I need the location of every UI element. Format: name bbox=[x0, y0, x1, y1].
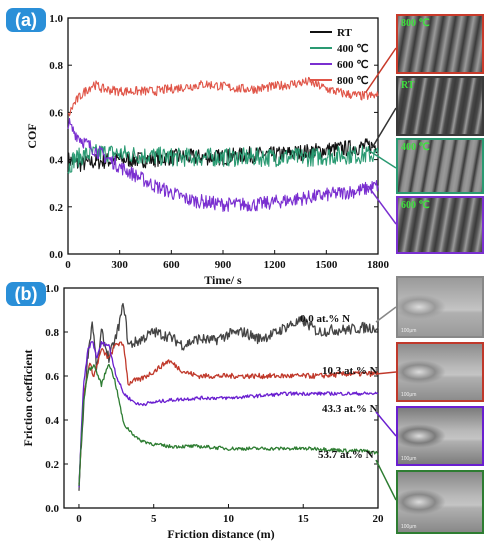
sem-surface bbox=[398, 16, 482, 72]
sem-image-400c: 400 ℃ bbox=[396, 138, 484, 194]
sem-surface bbox=[398, 472, 482, 532]
y-tick-label: 0.8 bbox=[49, 60, 63, 72]
x-tick-label: 1500 bbox=[315, 259, 338, 271]
sem-scale-bar: 100μm bbox=[401, 456, 417, 462]
x-tick-label: 300 bbox=[111, 259, 128, 271]
connector-line bbox=[375, 459, 397, 501]
series-line-0 bbox=[67, 138, 379, 172]
sem-surface bbox=[398, 278, 482, 336]
legend-label: 400 ℃ bbox=[337, 43, 369, 55]
connector-line bbox=[365, 47, 397, 93]
sem-scale-bar: 100μm bbox=[401, 524, 417, 530]
x-axis-label: Time/ s bbox=[204, 273, 242, 287]
connectors bbox=[365, 47, 397, 501]
series-line-2 bbox=[67, 117, 379, 213]
sem-image-43-3-n: 100μm bbox=[396, 406, 484, 466]
y-tick-label: 0.2 bbox=[49, 202, 63, 214]
sem-surface bbox=[398, 140, 482, 192]
x-tick-label: 10 bbox=[223, 513, 235, 525]
y-tick-label: 0.2 bbox=[45, 459, 59, 471]
series-line-0 bbox=[78, 302, 379, 491]
connector-line bbox=[375, 371, 397, 375]
sem-scale-bar: 100μm bbox=[401, 328, 417, 334]
x-axis-label: Friction distance (m) bbox=[167, 527, 274, 541]
sem-tag: RT bbox=[401, 80, 415, 91]
sem-tag: 800 ℃ bbox=[401, 18, 430, 29]
y-tick-label: 1.0 bbox=[45, 283, 59, 295]
y-tick-label: 0.6 bbox=[49, 107, 63, 119]
sem-image-600c: 600 ℃ bbox=[396, 196, 484, 254]
series-line-1 bbox=[67, 143, 379, 174]
series-line-3 bbox=[67, 76, 379, 117]
connector-line bbox=[367, 149, 397, 169]
sem-tag: 600 ℃ bbox=[401, 200, 430, 211]
series-label: 43.3 at.% N bbox=[322, 403, 378, 415]
chart-b: 0.0 0.2 0.4 0.6 0.8 1.0 0 5 10 15 20 Friction dista… bbox=[21, 283, 384, 541]
x-tick-label: 0 bbox=[65, 259, 71, 271]
y-tick-label: 0.4 bbox=[45, 415, 59, 427]
series-line-1 bbox=[78, 341, 379, 485]
x-tick-label: 5 bbox=[151, 513, 157, 525]
series-line-2 bbox=[78, 340, 379, 488]
y-axis-label: COF bbox=[25, 123, 39, 148]
y-tick-label: 0.4 bbox=[49, 155, 63, 167]
connector-line bbox=[371, 107, 397, 149]
sem-tag: 400 ℃ bbox=[401, 142, 430, 153]
sem-scale-bar: 100μm bbox=[401, 392, 417, 398]
sem-image-53-7-n: 100μm bbox=[396, 470, 484, 534]
series-label: 10.3 at.% N bbox=[322, 365, 378, 377]
legend-label: 800 ℃ bbox=[337, 75, 369, 87]
x-tick-label: 1200 bbox=[264, 259, 287, 271]
connector-line bbox=[367, 185, 397, 225]
legend-label: 600 ℃ bbox=[337, 59, 369, 71]
series-label: 53.7 at.% N bbox=[318, 449, 374, 461]
plot-frame bbox=[63, 287, 379, 509]
series-line-3 bbox=[78, 363, 379, 486]
connector-line bbox=[375, 306, 397, 323]
plot-frame bbox=[67, 17, 379, 255]
sem-surface bbox=[398, 78, 482, 134]
sem-image-0-0-n: 100μm bbox=[396, 276, 484, 338]
x-tick-label: 600 bbox=[163, 259, 180, 271]
x-tick-label: 20 bbox=[373, 513, 385, 525]
y-tick-label: 0.0 bbox=[49, 249, 63, 261]
y-tick-label: 0.8 bbox=[45, 327, 59, 339]
panel-label-a: (a) bbox=[6, 8, 46, 32]
y-tick-label: 0.6 bbox=[45, 371, 59, 383]
sem-image-rt: RT bbox=[396, 76, 484, 136]
y-tick-label: 1.0 bbox=[49, 13, 63, 25]
sem-surface bbox=[398, 198, 482, 252]
series-label: 0.0 at.% N bbox=[300, 313, 350, 325]
x-tick-label: 1800 bbox=[367, 259, 390, 271]
x-tick-label: 900 bbox=[215, 259, 232, 271]
y-tick-label: 0.0 bbox=[45, 503, 59, 515]
x-tick-label: 0 bbox=[76, 513, 82, 525]
sem-image-10-3-n: 100μm bbox=[396, 342, 484, 402]
sem-image-800c: 800 ℃ bbox=[396, 14, 484, 74]
y-axis-label: Friction coefficient bbox=[21, 350, 35, 447]
x-tick-label: 15 bbox=[298, 513, 310, 525]
connector-line bbox=[375, 411, 397, 437]
legend-label: RT bbox=[337, 27, 353, 39]
chart-a: 0.0 0.2 0.4 0.6 0.8 1.0 0 300 600 900 1200 1500 1800… bbox=[25, 13, 390, 287]
sem-surface bbox=[398, 344, 482, 400]
sem-surface bbox=[398, 408, 482, 464]
panel-label-b: (b) bbox=[6, 282, 46, 306]
